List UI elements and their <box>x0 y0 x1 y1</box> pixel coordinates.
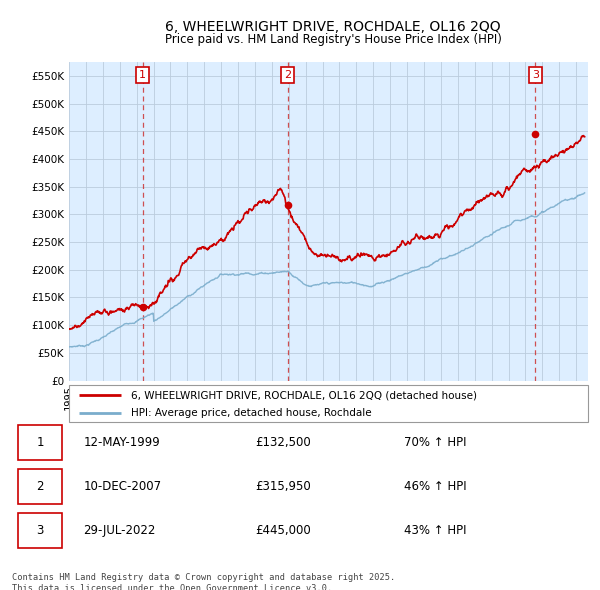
Text: Price paid vs. HM Land Registry's House Price Index (HPI): Price paid vs. HM Land Registry's House … <box>164 33 502 46</box>
Text: £315,950: £315,950 <box>256 480 311 493</box>
Text: 1: 1 <box>37 435 44 448</box>
Text: Contains HM Land Registry data © Crown copyright and database right 2025.
This d: Contains HM Land Registry data © Crown c… <box>12 573 395 590</box>
Text: 6, WHEELWRIGHT DRIVE, ROCHDALE, OL16 2QQ (detached house): 6, WHEELWRIGHT DRIVE, ROCHDALE, OL16 2QQ… <box>131 390 477 400</box>
Text: 3: 3 <box>37 525 44 537</box>
Text: 70% ↑ HPI: 70% ↑ HPI <box>404 435 466 448</box>
Text: 46% ↑ HPI: 46% ↑ HPI <box>404 480 467 493</box>
Text: 2: 2 <box>284 70 292 80</box>
Text: 12-MAY-1999: 12-MAY-1999 <box>83 435 160 448</box>
Text: 10-DEC-2007: 10-DEC-2007 <box>83 480 161 493</box>
FancyBboxPatch shape <box>18 425 62 460</box>
Text: £132,500: £132,500 <box>256 435 311 448</box>
Text: 6, WHEELWRIGHT DRIVE, ROCHDALE, OL16 2QQ: 6, WHEELWRIGHT DRIVE, ROCHDALE, OL16 2QQ <box>165 19 501 34</box>
Text: 2: 2 <box>37 480 44 493</box>
FancyBboxPatch shape <box>18 469 62 504</box>
Text: 43% ↑ HPI: 43% ↑ HPI <box>404 525 466 537</box>
Text: £445,000: £445,000 <box>256 525 311 537</box>
Text: 3: 3 <box>532 70 539 80</box>
Text: 1: 1 <box>139 70 146 80</box>
Text: HPI: Average price, detached house, Rochdale: HPI: Average price, detached house, Roch… <box>131 408 372 418</box>
FancyBboxPatch shape <box>18 513 62 548</box>
Text: 29-JUL-2022: 29-JUL-2022 <box>83 525 155 537</box>
